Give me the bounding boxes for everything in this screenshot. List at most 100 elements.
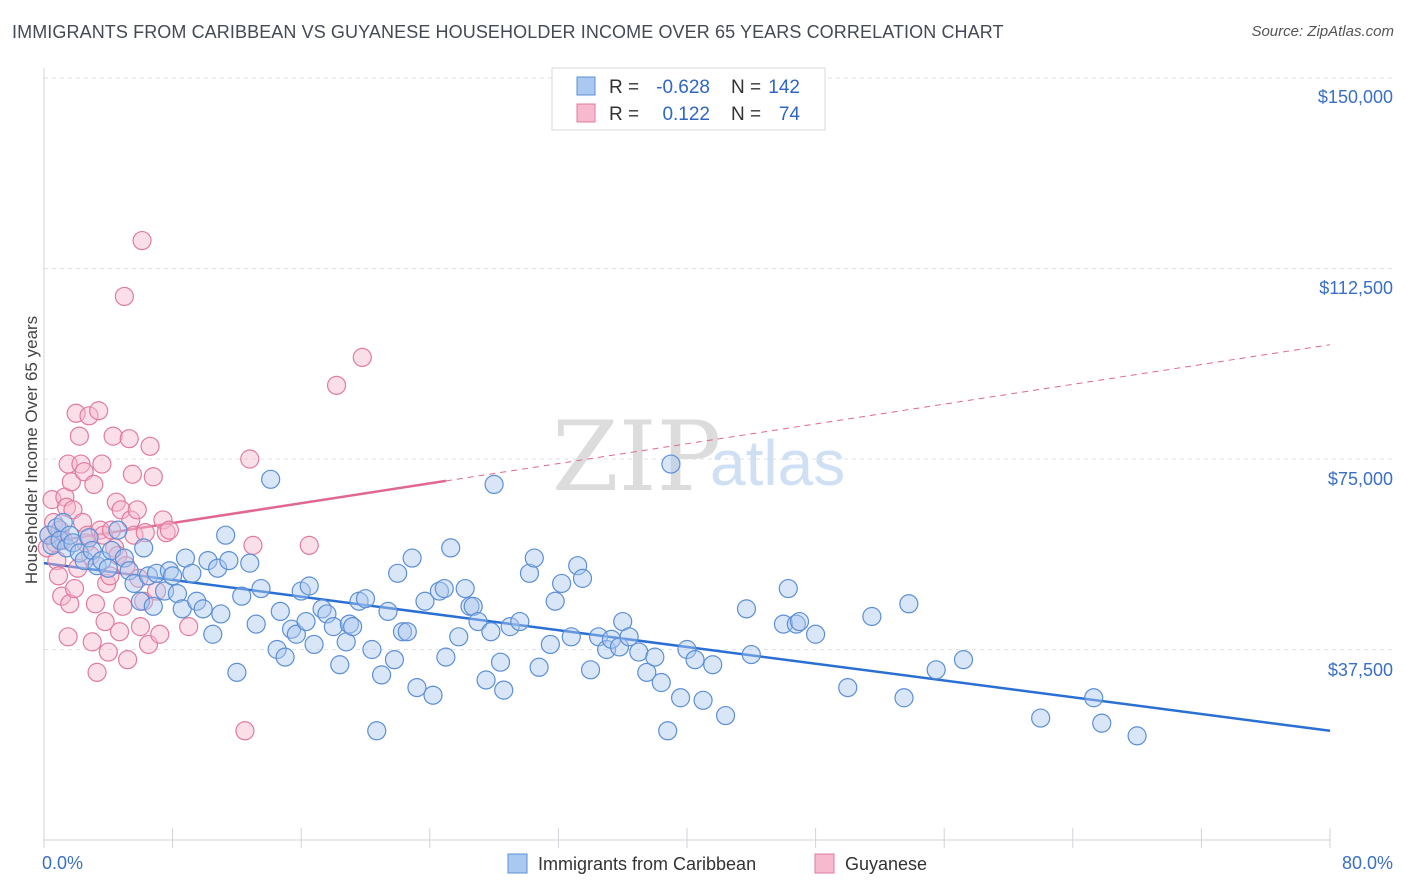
data-point-caribbean xyxy=(187,591,207,611)
data-point-caribbean xyxy=(500,617,520,637)
data-point-caribbean xyxy=(455,578,475,599)
data-point-caribbean xyxy=(286,624,306,644)
y-tick-label: $75,000 xyxy=(1328,469,1393,489)
y-tick-label: $150,000 xyxy=(1318,87,1393,107)
data-point-guyanese xyxy=(68,558,88,578)
data-point-caribbean xyxy=(159,561,179,581)
data-point-guyanese xyxy=(85,594,106,614)
legend-swatch-blue xyxy=(576,76,596,96)
data-point-caribbean xyxy=(838,677,858,698)
data-point-caribbean xyxy=(494,680,514,700)
data-point-caribbean xyxy=(79,528,99,548)
data-point-caribbean xyxy=(476,670,496,690)
data-point-caribbean xyxy=(484,474,504,494)
legend-swatch-pink xyxy=(576,103,596,123)
data-point-caribbean xyxy=(645,647,665,667)
watermark: ZIP atlas xyxy=(552,401,845,513)
data-point-caribbean xyxy=(56,538,77,558)
legend-n-value: 142 xyxy=(768,77,800,98)
data-point-caribbean xyxy=(677,639,697,660)
data-point-caribbean xyxy=(778,578,798,599)
data-point-caribbean xyxy=(693,690,713,710)
data-point-caribbean xyxy=(463,596,483,616)
data-point-guyanese xyxy=(111,500,131,520)
data-point-guyanese xyxy=(179,617,199,637)
data-point-guyanese xyxy=(240,449,260,469)
data-point-caribbean xyxy=(862,606,882,627)
data-point-caribbean xyxy=(227,662,247,682)
data-point-guyanese xyxy=(326,375,347,395)
data-point-caribbean xyxy=(232,586,252,606)
data-point-guyanese xyxy=(127,500,147,520)
bottom-legend-label: Guyanese xyxy=(845,854,927,874)
data-point-guyanese xyxy=(352,347,372,367)
data-point-caribbean xyxy=(296,611,316,632)
data-point-caribbean xyxy=(397,622,417,642)
data-point-guyanese xyxy=(114,286,134,307)
trend-line-caribbean xyxy=(43,561,1331,733)
data-point-guyanese xyxy=(84,474,104,494)
data-point-caribbean xyxy=(388,563,408,583)
data-point-caribbean xyxy=(423,685,443,705)
data-point-guyanese xyxy=(64,578,85,599)
data-point-caribbean xyxy=(436,647,456,667)
data-point-caribbean xyxy=(267,639,287,660)
data-point-caribbean xyxy=(193,599,213,619)
data-point-caribbean xyxy=(789,611,810,632)
data-point-caribbean xyxy=(651,672,671,693)
data-point-caribbean xyxy=(736,599,757,619)
data-point-caribbean xyxy=(468,611,488,632)
data-point-caribbean xyxy=(246,614,266,634)
points-guyanese xyxy=(37,230,372,741)
data-point-guyanese xyxy=(79,406,99,426)
data-point-caribbean xyxy=(384,650,405,670)
data-point-caribbean xyxy=(119,561,139,581)
data-point-caribbean xyxy=(208,558,228,578)
data-point-caribbean xyxy=(299,576,319,596)
data-point-caribbean xyxy=(143,596,163,616)
legend-n-label: N = xyxy=(731,104,761,125)
data-point-caribbean xyxy=(619,627,639,647)
data-point-guyanese xyxy=(132,230,152,251)
data-point-caribbean xyxy=(323,617,343,637)
data-point-caribbean xyxy=(449,627,469,647)
data-point-guyanese xyxy=(143,467,163,487)
data-point-caribbean xyxy=(130,591,151,611)
data-point-caribbean xyxy=(703,655,723,675)
data-point-caribbean xyxy=(355,589,376,609)
data-point-guyanese xyxy=(100,566,120,586)
data-point-guyanese xyxy=(44,512,64,533)
data-point-caribbean xyxy=(92,550,112,571)
y-tick-labels: $150,000 $112,500 $75,000 $37,500 xyxy=(1318,87,1393,680)
data-point-caribbean xyxy=(270,601,290,622)
data-point-caribbean xyxy=(685,650,705,670)
data-point-caribbean xyxy=(304,634,324,655)
data-point-guyanese xyxy=(135,523,155,543)
data-point-guyanese xyxy=(150,624,170,644)
data-point-guyanese xyxy=(122,464,143,484)
data-point-caribbean xyxy=(568,556,588,576)
data-point-caribbean xyxy=(899,594,919,614)
data-point-caribbean xyxy=(343,617,363,637)
data-point-caribbean xyxy=(167,584,188,604)
data-point-caribbean xyxy=(275,647,295,667)
data-point-guyanese xyxy=(58,627,78,647)
data-point-caribbean xyxy=(894,688,914,708)
data-point-caribbean xyxy=(1092,713,1112,733)
data-point-caribbean xyxy=(108,520,128,540)
legend-r-label: R = xyxy=(609,77,639,98)
data-point-caribbean xyxy=(786,614,806,634)
data-point-caribbean xyxy=(392,622,413,642)
watermark-atlas: atlas xyxy=(710,427,845,499)
data-point-caribbean xyxy=(402,548,422,568)
data-point-caribbean xyxy=(519,563,540,583)
bottom-legend-label: Immigrants from Caribbean xyxy=(538,854,756,874)
data-point-guyanese xyxy=(113,596,133,616)
data-point-caribbean xyxy=(198,550,218,571)
data-point-caribbean xyxy=(552,573,572,594)
data-point-caribbean xyxy=(163,566,183,586)
data-point-guyanese xyxy=(95,611,115,632)
bottom-legend-swatch-blue xyxy=(507,853,528,874)
data-point-caribbean xyxy=(529,657,549,677)
